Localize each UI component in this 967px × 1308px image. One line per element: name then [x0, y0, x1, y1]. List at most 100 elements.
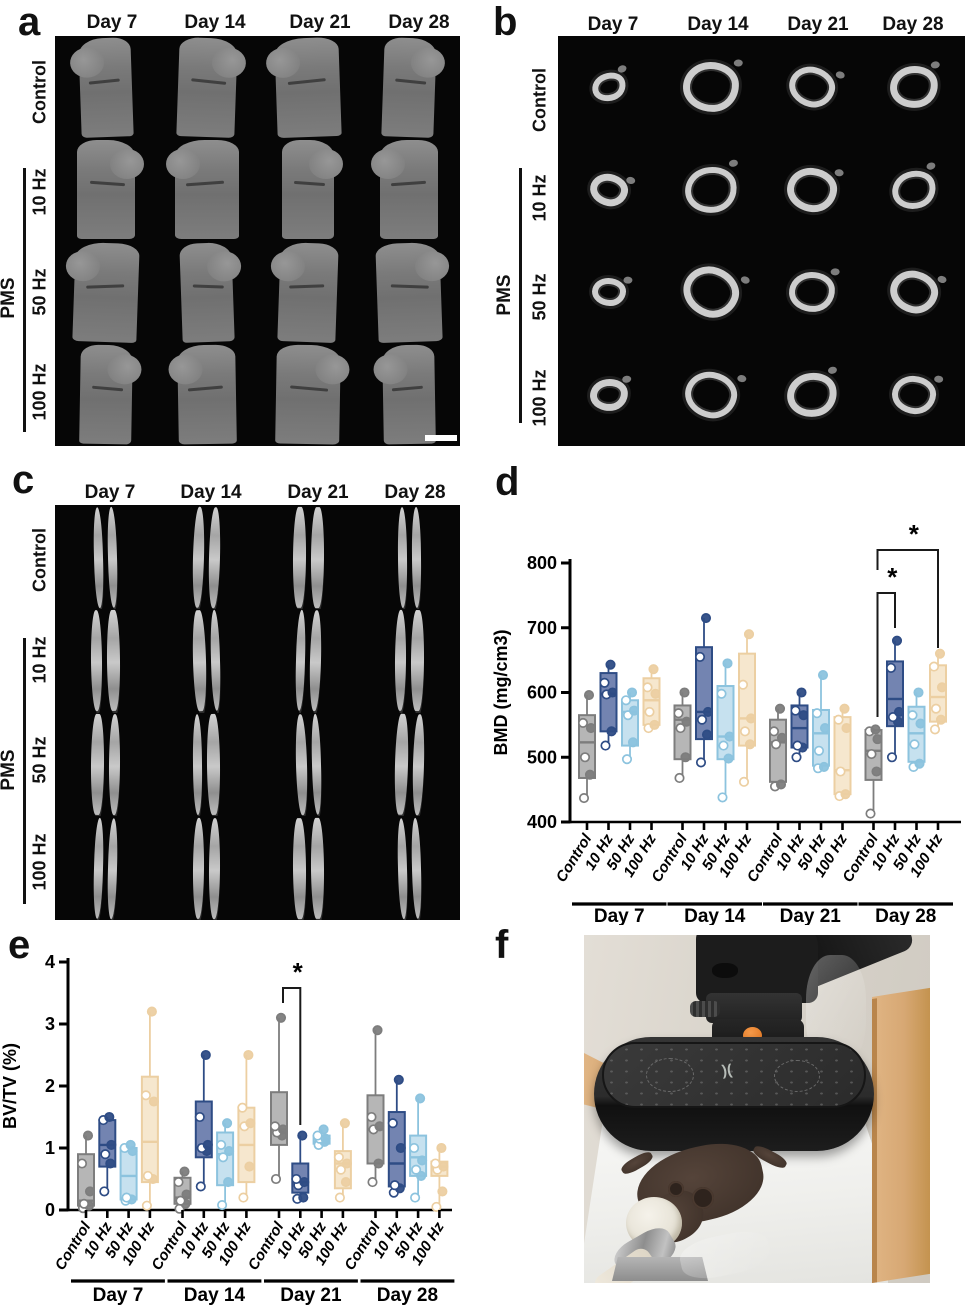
bone-3d-render: [275, 344, 341, 446]
bone-3d-render: [375, 241, 444, 344]
cortex-wall: [90, 713, 105, 815]
microct-cell: [660, 241, 762, 344]
bone-3d-render: [371, 140, 439, 240]
svg-text:Day 28: Day 28: [377, 1285, 438, 1306]
bone-crosssection-ring: [887, 62, 942, 112]
cortex-wall: [310, 713, 322, 815]
panel-c-colheader-day7: Day 7: [84, 482, 136, 503]
panel-b-colheader-day7: Day 7: [587, 14, 639, 35]
svg-text:Day 21: Day 21: [780, 906, 842, 925]
cortex-wall: [208, 506, 222, 608]
svg-text:Day 7: Day 7: [93, 1285, 144, 1306]
svg-text:BMD (mg/cm3): BMD (mg/cm3): [491, 629, 511, 755]
device-logo: )(: [720, 1061, 734, 1080]
cortex-wall: [90, 610, 103, 712]
bone-crosssection-ring: [681, 367, 741, 422]
cortex-wall: [192, 610, 208, 712]
bone-3d-render: [282, 140, 335, 240]
bone-longitudinal-section: [292, 817, 325, 919]
mouse-ear: [692, 1187, 714, 1209]
bone-3d-render: [76, 140, 135, 240]
cortex-wall: [394, 610, 407, 711]
microct-cell: [762, 139, 864, 242]
cortex-wall: [192, 714, 203, 815]
cortex-wall: [410, 817, 423, 919]
bone-crosssection-ring: [887, 164, 941, 215]
microct-cell: [359, 139, 460, 242]
svg-text:Day 7: Day 7: [594, 906, 645, 925]
microct-cell: [359, 241, 460, 344]
bone-3d-render: [78, 344, 133, 445]
bone-longitudinal-section: [294, 713, 322, 815]
cortex-wall: [106, 506, 119, 608]
cortex-wall: [310, 506, 325, 608]
microct-cell: [55, 344, 156, 447]
microct-cell: [558, 139, 660, 242]
svg-text:Day 14: Day 14: [184, 1285, 246, 1306]
bone-3d-render: [77, 36, 134, 138]
bone-longitudinal-section: [192, 506, 222, 608]
svg-text:Day 28: Day 28: [875, 906, 936, 925]
cortex-wall: [294, 610, 306, 711]
bone-3d-render: [177, 344, 237, 445]
bone-3d-render: [274, 36, 342, 139]
bone-longitudinal-section: [90, 713, 121, 815]
bone-3d-render: [179, 241, 235, 343]
cortex-wall: [192, 506, 206, 608]
panel-a-rowlabel-control: Control: [29, 60, 50, 124]
microct-cell: [258, 344, 359, 447]
bone-longitudinal-section: [394, 610, 425, 712]
cortex-wall: [208, 817, 221, 919]
cortex-wall: [308, 610, 322, 712]
microct-cell: [762, 344, 864, 447]
bone-crosssection-ring: [587, 170, 631, 210]
bone-longitudinal-section: [292, 506, 325, 608]
bone-crosssection-ring: [588, 68, 630, 107]
microct-cell: [258, 816, 359, 920]
microct-cell: [258, 241, 359, 344]
panel-c-rowlabel-10hz: 10 Hz: [29, 636, 50, 684]
svg-text:*: *: [293, 957, 304, 987]
svg-text:1: 1: [45, 1138, 55, 1158]
microct-cell: [258, 609, 359, 713]
cortex-wall: [92, 506, 105, 608]
panel-f: f )(: [483, 925, 967, 1308]
bone-3d-render: [165, 140, 239, 240]
panel-c-rowlabel-100hz: 100 Hz: [29, 833, 50, 891]
microct-cell: [762, 241, 864, 344]
panel-a-rowlabel-100hz: 100 Hz: [29, 363, 50, 421]
panel-b: b Day 7 Day 14 Day 21 Day 28 Control 10 …: [483, 0, 967, 460]
cortex-wall: [411, 506, 422, 608]
panel-b-rowlabel-100hz: 100 Hz: [529, 369, 550, 427]
panel-a: a Day 7 Day 14 Day 21 Day 28 Control 10 …: [0, 0, 483, 460]
panel-b-letter: b: [493, 0, 518, 44]
svg-text:800: 800: [527, 553, 557, 573]
microct-cell: [258, 505, 359, 609]
bone-longitudinal-section: [393, 713, 426, 816]
cortex-wall: [206, 713, 221, 815]
microct-cell: [258, 139, 359, 242]
bone-longitudinal-section: [192, 609, 222, 712]
microct-cell: [156, 344, 257, 447]
panel-a-rowlabel-50hz: 50 Hz: [29, 268, 50, 316]
panel-a-colheader-day14: Day 14: [184, 12, 246, 33]
bone-crosssection-ring: [676, 259, 746, 326]
cortex-wall: [292, 817, 307, 919]
panel-c: c Day 7 Day 14 Day 21 Day 28 Control 10 …: [0, 458, 483, 925]
pms-bracket: [23, 638, 26, 904]
bone-3d-render: [382, 344, 437, 445]
svg-text:3: 3: [45, 1014, 55, 1034]
bone-crosssection-ring: [886, 266, 943, 319]
panel-c-pms-label: PMS: [0, 749, 19, 791]
panel-d-letter: d: [495, 460, 520, 504]
svg-text:600: 600: [527, 683, 557, 703]
microct-cell: [156, 505, 257, 609]
panel-b-colheader-day21: Day 21: [787, 14, 849, 35]
panel-f-letter: f: [495, 923, 509, 967]
microct-cell: [258, 36, 359, 139]
bone-3d-render: [71, 241, 140, 344]
microct-cell: [359, 713, 460, 817]
wood-tray-edge: [872, 998, 877, 1283]
device-circle-left: [646, 1058, 694, 1092]
microct-cell: [55, 36, 156, 139]
